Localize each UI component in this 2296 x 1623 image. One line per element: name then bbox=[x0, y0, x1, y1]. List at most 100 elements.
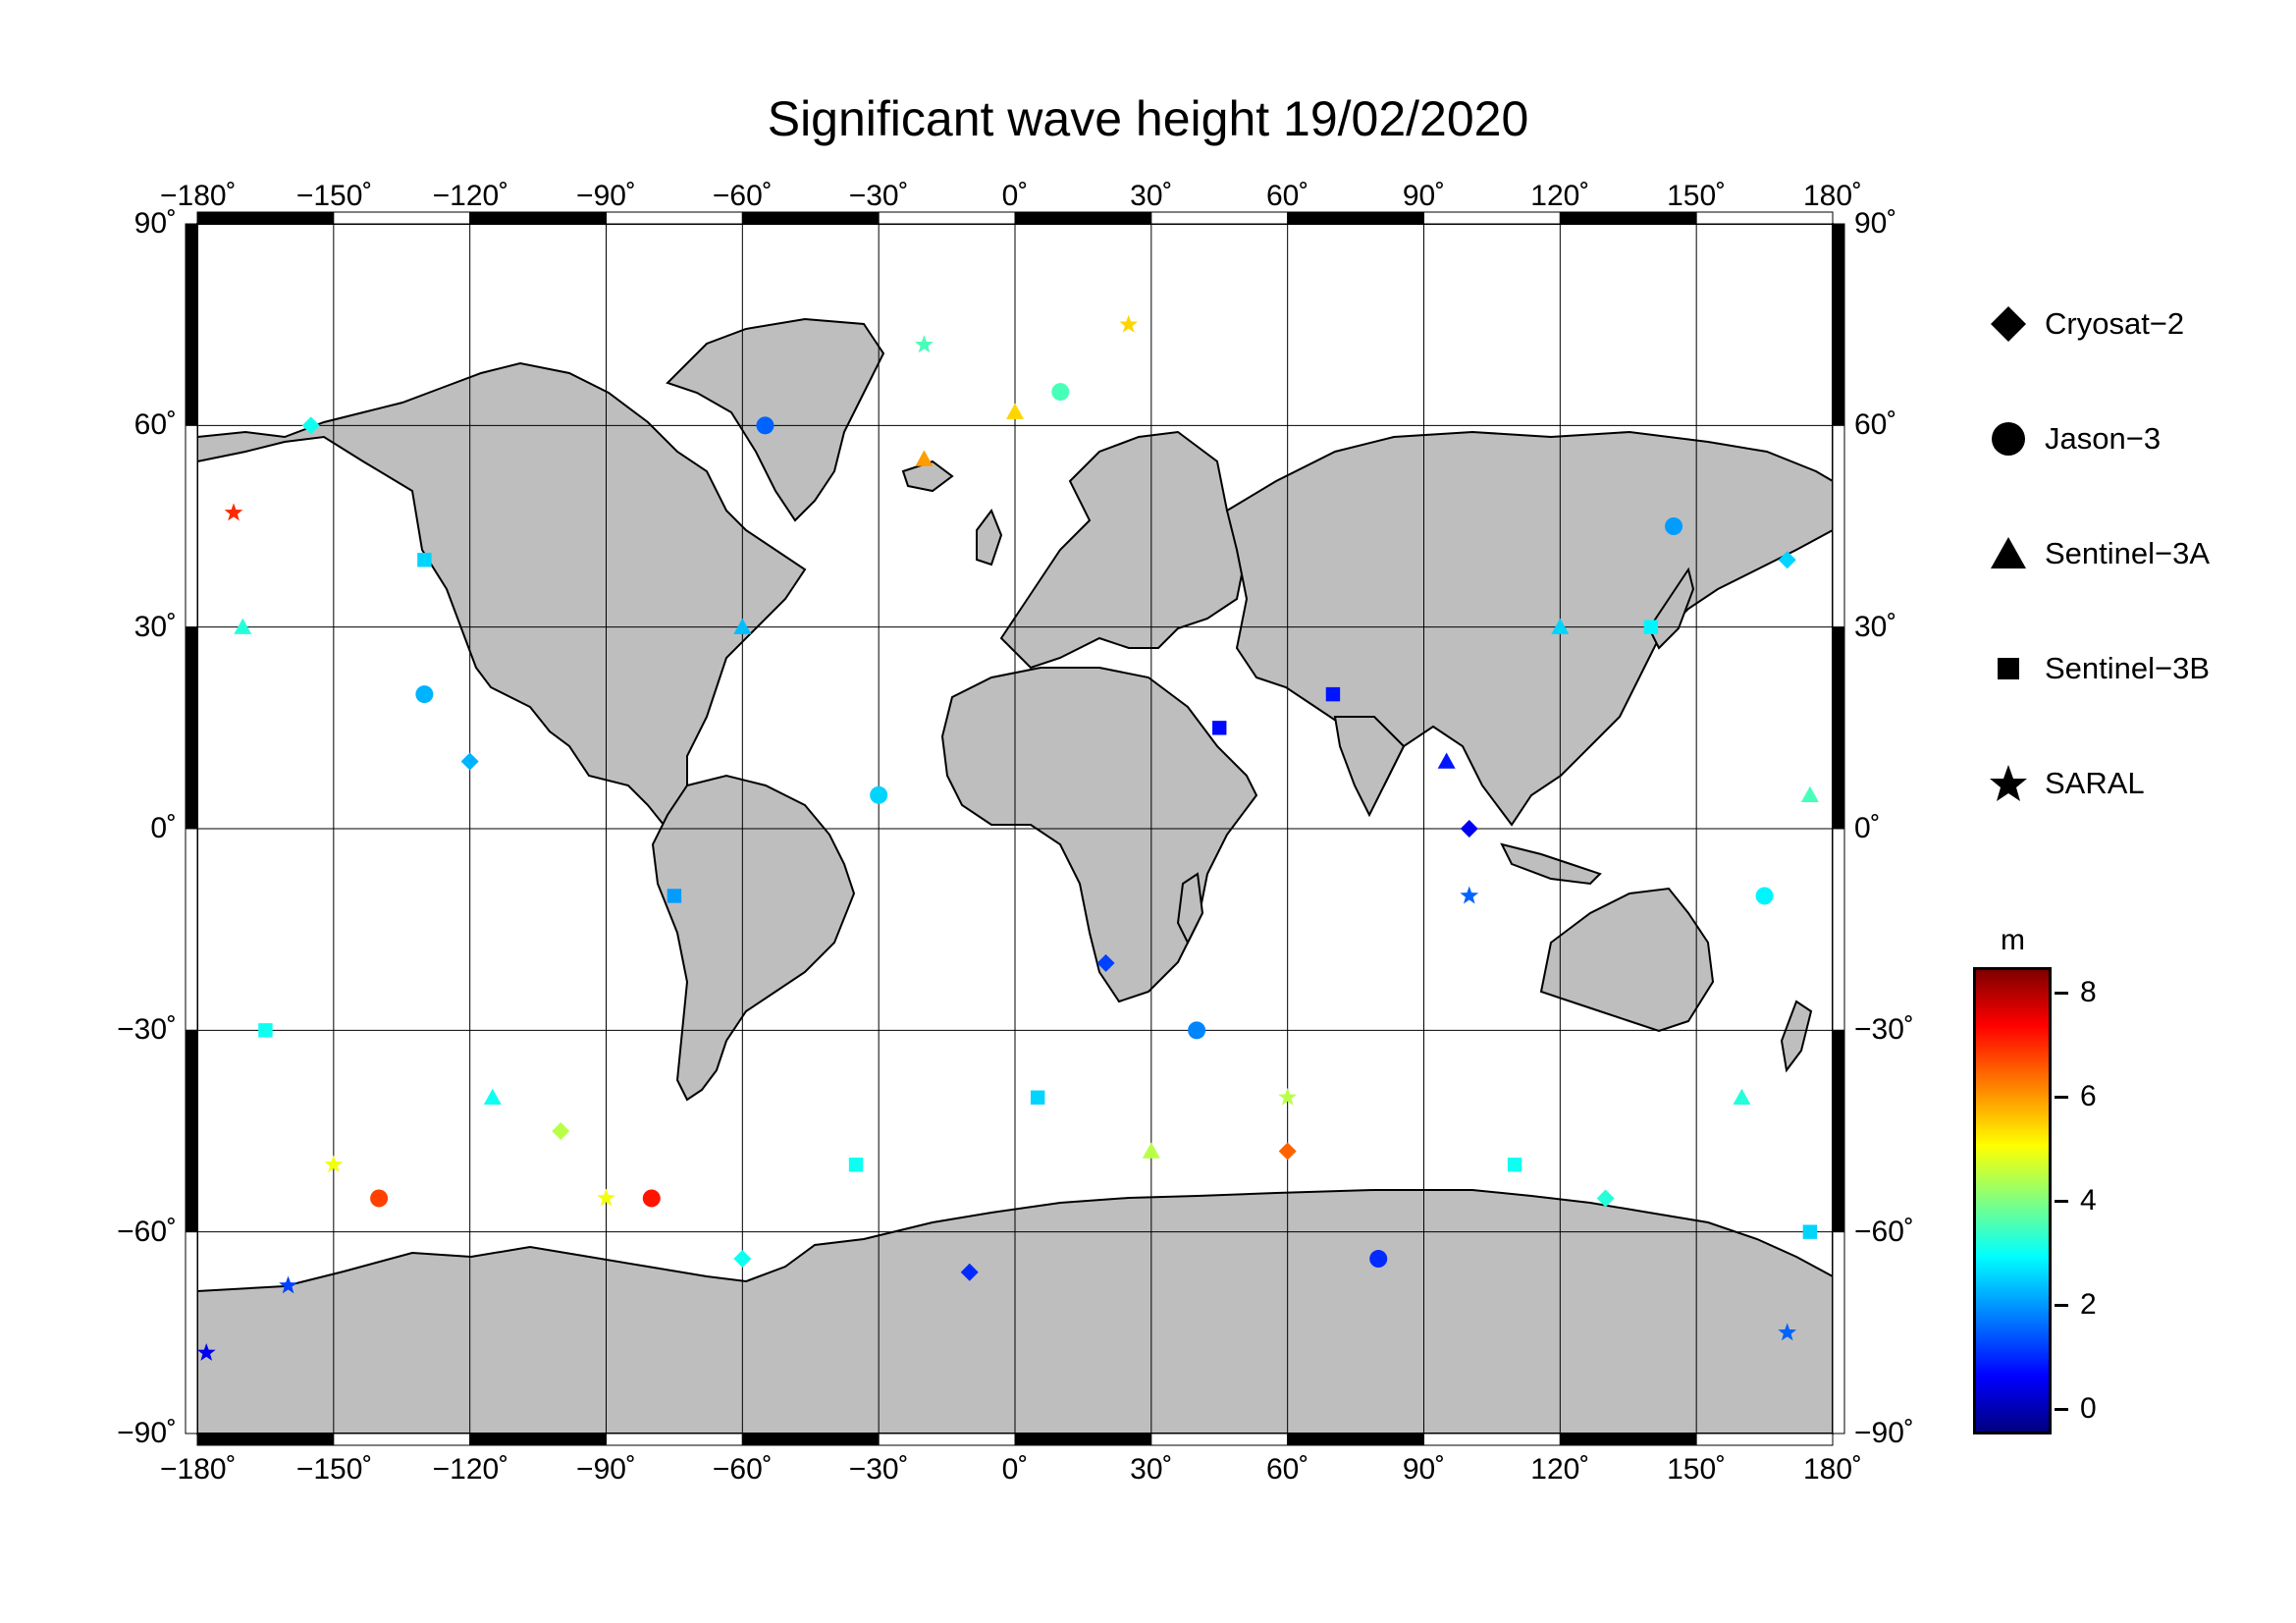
land-uk bbox=[976, 508, 1003, 567]
legend-entry-jason3: Jason−3 bbox=[1986, 417, 2161, 460]
track-point-diamond bbox=[1778, 551, 1796, 569]
track-point-circle bbox=[1188, 1021, 1206, 1040]
land-south-america bbox=[651, 774, 856, 1102]
frame-segment bbox=[878, 211, 1016, 225]
lon-tick-label-bottom: −30˚ bbox=[848, 1453, 909, 1486]
lon-tick-label-top: −180˚ bbox=[160, 180, 237, 212]
track-point-circle bbox=[1755, 887, 1774, 905]
frame-segment bbox=[1695, 1433, 1834, 1446]
track-point-star bbox=[915, 335, 934, 353]
track-point-star bbox=[279, 1275, 297, 1294]
track-point-diamond bbox=[733, 1250, 752, 1269]
frame-segment bbox=[1287, 1433, 1424, 1446]
frame-segment bbox=[185, 223, 198, 426]
track-point-circle bbox=[415, 685, 434, 704]
lat-tick-label-left: 0˚ bbox=[150, 812, 177, 844]
lon-tick-label-bottom: −120˚ bbox=[432, 1453, 509, 1486]
lat-tick-label-right: 30˚ bbox=[1854, 610, 1897, 643]
track-point-diamond bbox=[1596, 1189, 1615, 1208]
track-point-star bbox=[196, 1342, 216, 1361]
star-icon bbox=[1986, 762, 2031, 805]
track-point-star bbox=[224, 503, 243, 521]
track-point-star bbox=[324, 1155, 344, 1173]
legend-entry-sentinel3a: Sentinel−3A bbox=[1986, 532, 2210, 575]
legend-entry-sentinel3b: Sentinel−3B bbox=[1986, 647, 2210, 690]
lon-tick-label-bottom: −90˚ bbox=[576, 1453, 636, 1486]
lat-tick-label-left: −90˚ bbox=[117, 1417, 177, 1449]
lon-tick-label-top: −120˚ bbox=[432, 180, 509, 212]
frame-segment bbox=[1150, 1433, 1289, 1446]
legend-label: SARAL bbox=[2045, 766, 2145, 800]
track-point-triangle bbox=[1437, 752, 1456, 769]
lat-tick-label-left: 60˚ bbox=[133, 408, 177, 442]
lon-tick-label-bottom: 150˚ bbox=[1667, 1453, 1727, 1486]
colorbar-tick-label: 0 bbox=[2080, 1391, 2097, 1425]
track-point-square bbox=[1325, 686, 1341, 702]
land-new-zealand bbox=[1780, 1000, 1813, 1073]
track-point-star bbox=[597, 1188, 615, 1207]
frame-segment bbox=[741, 211, 880, 225]
map-frame-bars bbox=[185, 211, 1845, 1446]
frame-segment bbox=[1832, 424, 1845, 628]
track-point-diamond bbox=[552, 1122, 570, 1140]
frame-segment bbox=[1014, 211, 1152, 225]
frame-segment bbox=[196, 1433, 335, 1446]
colorbar-tickmark bbox=[2055, 1407, 2068, 1411]
lon-tick-label-bottom: 30˚ bbox=[1130, 1453, 1173, 1486]
frame-segment bbox=[185, 424, 198, 628]
legend-label: Sentinel−3B bbox=[2045, 651, 2211, 685]
lat-tick-label-right: −90˚ bbox=[1854, 1417, 1914, 1449]
lat-tick-label-left: 90˚ bbox=[133, 207, 177, 240]
track-point-triangle bbox=[915, 450, 934, 466]
track-point-triangle bbox=[483, 1088, 502, 1105]
lon-tick-label-bottom: −180˚ bbox=[160, 1453, 237, 1486]
colorbar-tick-label: 4 bbox=[2080, 1184, 2097, 1217]
frame-segment bbox=[469, 211, 607, 225]
lon-tick-label-top: 30˚ bbox=[1130, 180, 1173, 212]
lon-tick-label-bottom: 0˚ bbox=[1001, 1453, 1029, 1486]
frame-segment bbox=[1559, 211, 1697, 225]
lon-tick-label-bottom: −150˚ bbox=[295, 1453, 373, 1486]
track-point-diamond bbox=[1096, 953, 1115, 972]
colorbar-unit: m bbox=[2001, 924, 2025, 956]
frame-segment bbox=[1014, 1433, 1152, 1446]
frame-segment bbox=[185, 626, 198, 830]
legend-label: Sentinel−3A bbox=[2045, 536, 2211, 570]
track-point-circle bbox=[1051, 383, 1070, 402]
track-point-triangle bbox=[234, 618, 252, 634]
track-point-triangle bbox=[1006, 403, 1024, 419]
colorbar-tick-label: 8 bbox=[2080, 976, 2097, 1009]
frame-segment bbox=[606, 211, 743, 225]
track-point-circle bbox=[756, 416, 774, 435]
track-point-triangle bbox=[1551, 618, 1570, 634]
lon-tick-label-top: 60˚ bbox=[1265, 180, 1309, 212]
track-point-diamond bbox=[960, 1263, 979, 1281]
colorbar-tick-label: 6 bbox=[2080, 1080, 2097, 1113]
frame-segment bbox=[1423, 211, 1561, 225]
lat-tick-label-right: 0˚ bbox=[1854, 812, 1881, 844]
track-point-star bbox=[1278, 1087, 1298, 1106]
track-point-square bbox=[1643, 620, 1659, 634]
colorbar-tickmark bbox=[2055, 1096, 2068, 1100]
frame-segment bbox=[1832, 828, 1845, 1031]
lon-tick-label-bottom: 60˚ bbox=[1265, 1453, 1309, 1486]
colorbar-tick-label: 2 bbox=[2080, 1287, 2097, 1321]
frame-segment bbox=[196, 211, 335, 225]
track-point-diamond bbox=[460, 752, 479, 771]
frame-segment bbox=[469, 1433, 607, 1446]
lon-tick-label-top: 90˚ bbox=[1402, 180, 1446, 212]
lon-tick-label-bottom: −60˚ bbox=[712, 1453, 773, 1486]
land-north-america bbox=[196, 361, 807, 832]
colorbar-tickmark bbox=[2055, 992, 2068, 996]
lat-tick-label-left: −30˚ bbox=[117, 1013, 177, 1047]
lon-tick-label-top: −60˚ bbox=[712, 180, 773, 212]
frame-segment bbox=[185, 1029, 198, 1233]
land-greenland bbox=[666, 317, 885, 522]
colorbar-tickmark bbox=[2055, 1200, 2068, 1203]
track-point-star bbox=[1778, 1323, 1797, 1341]
frame-segment bbox=[1832, 1231, 1845, 1434]
frame-segment bbox=[1695, 211, 1834, 225]
frame-segment bbox=[1832, 223, 1845, 426]
frame-segment bbox=[185, 1231, 198, 1434]
satellite-tracks bbox=[196, 314, 1819, 1361]
